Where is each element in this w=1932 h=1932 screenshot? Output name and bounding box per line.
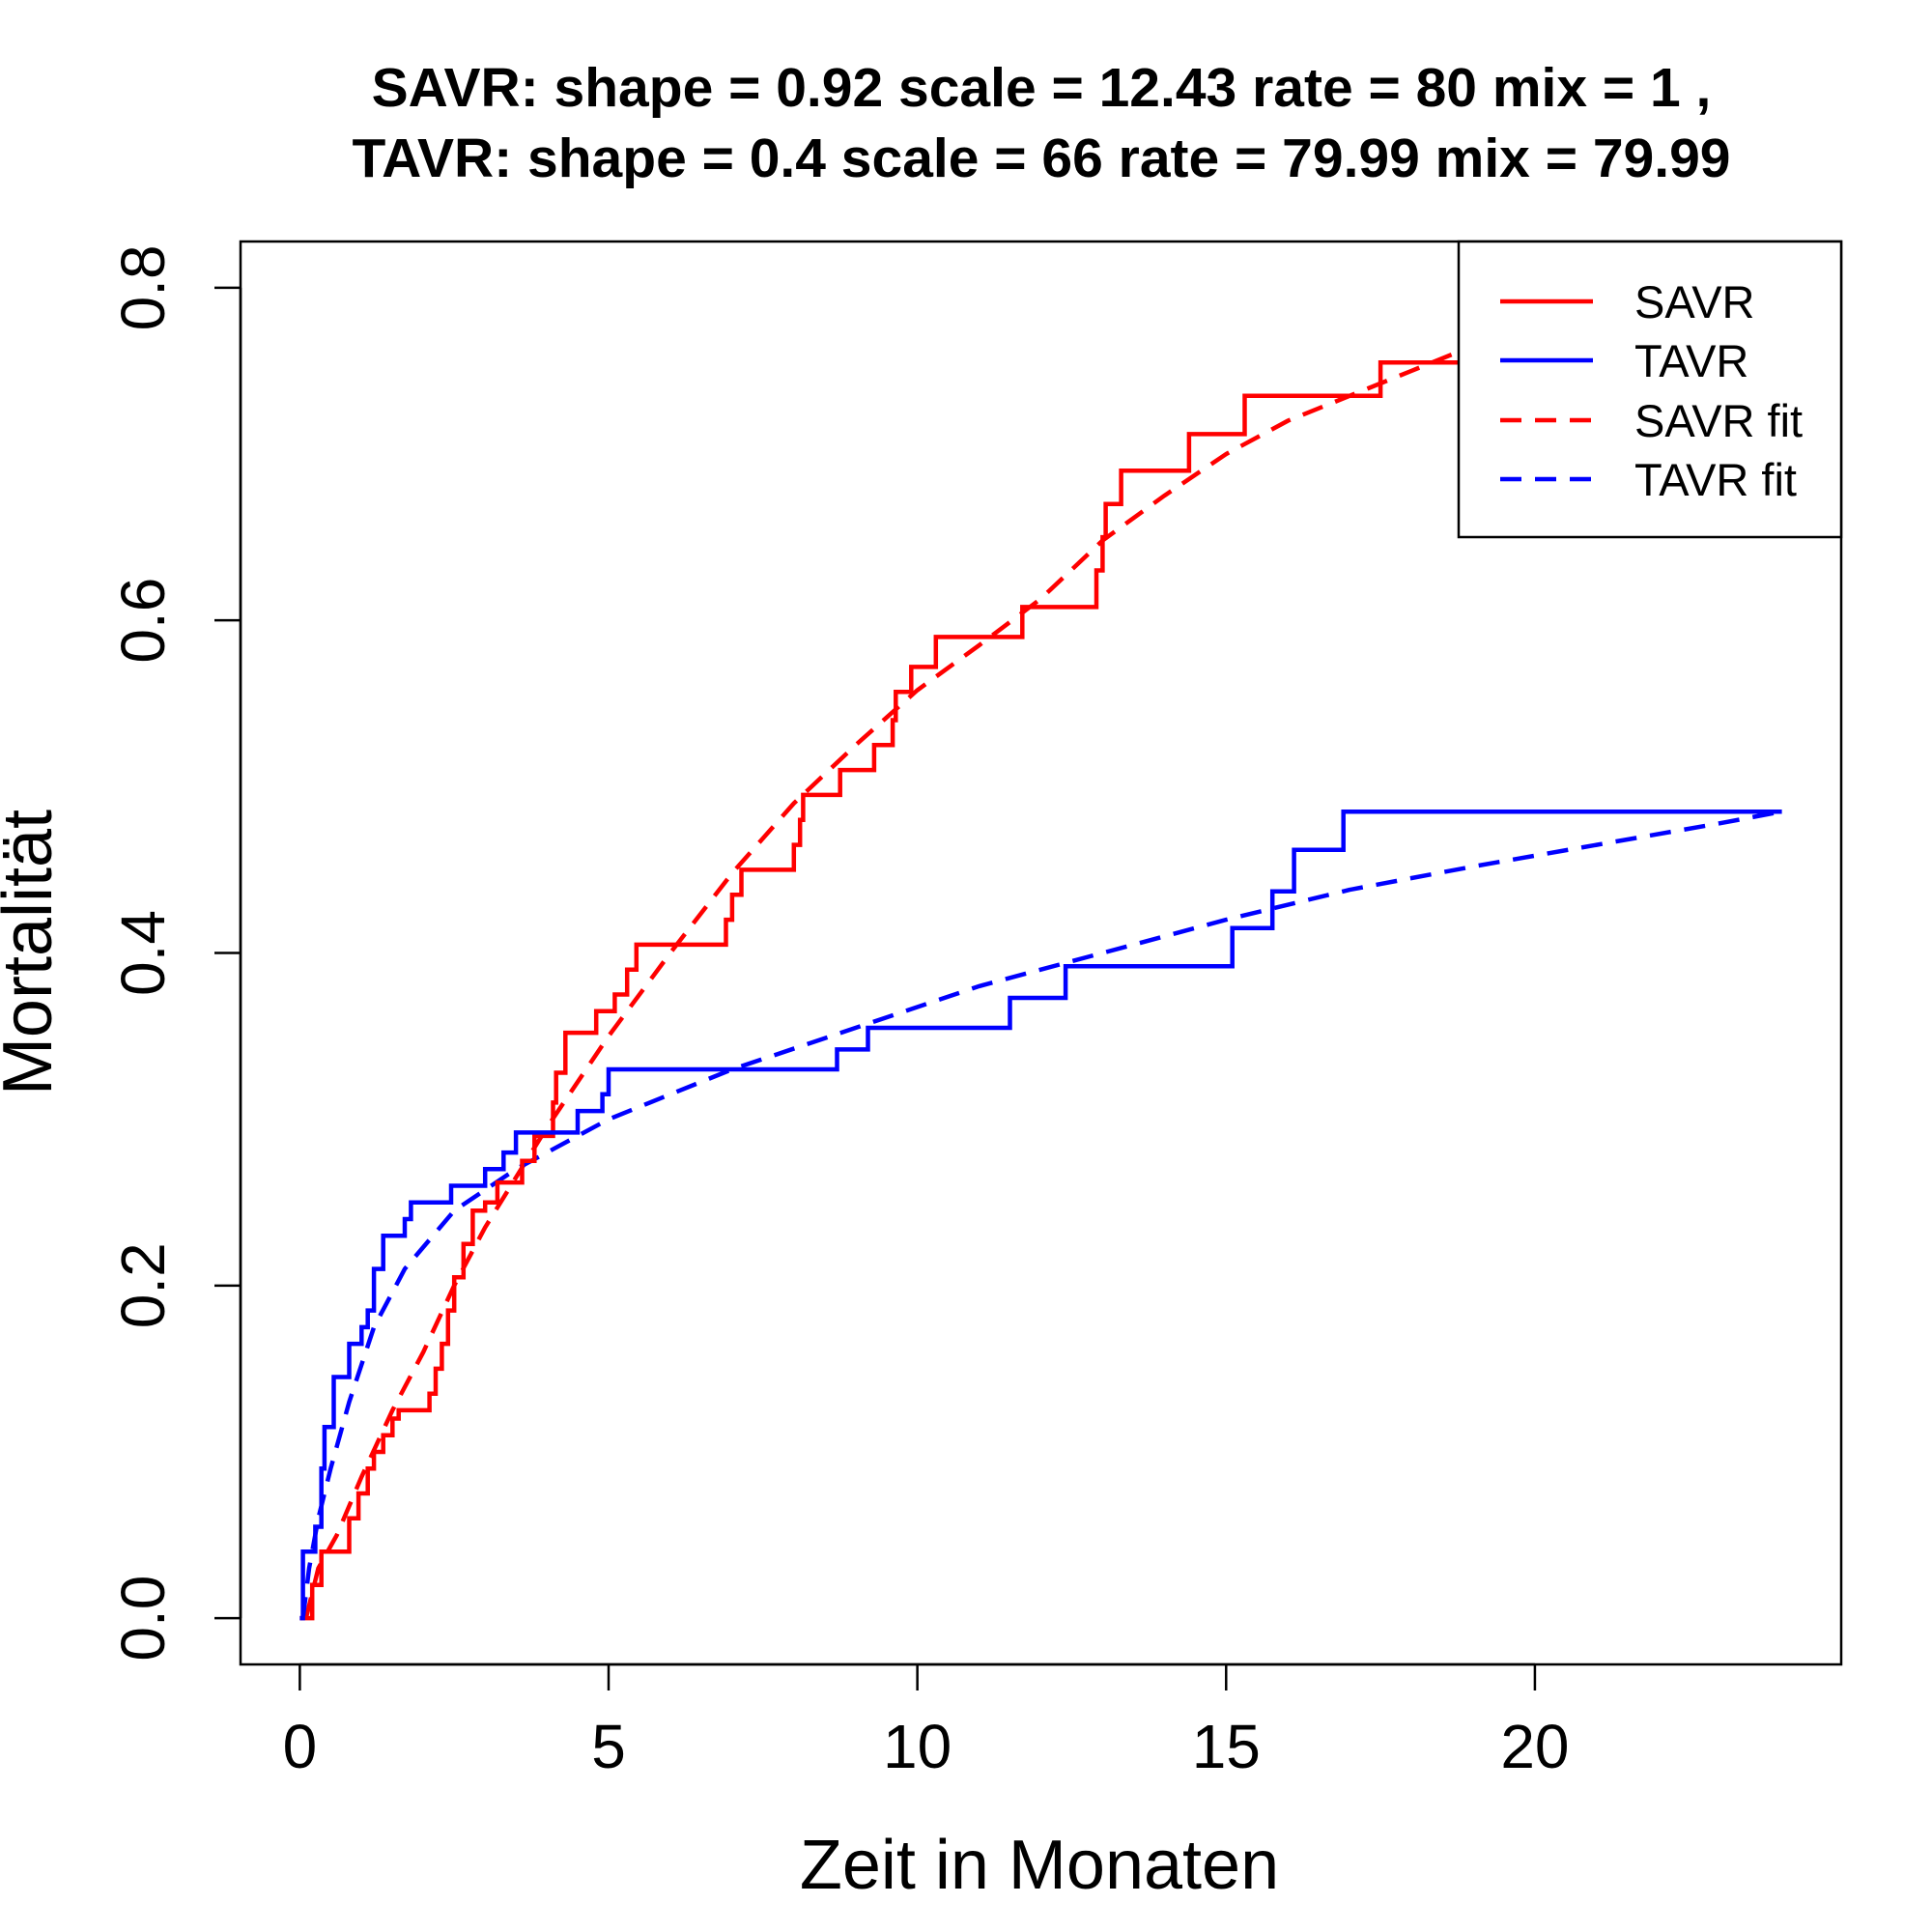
y-tick-label: 0.6 (108, 578, 178, 664)
series-line-tavr (299, 809, 1782, 1621)
x-tick-label: 10 (883, 1712, 952, 1781)
chart-title-line-1: SAVR: shape = 0.92 scale = 12.43 rate = … (372, 57, 1712, 119)
series-line-savr (299, 346, 1463, 1621)
legend-label-tavr: TAVR (1634, 335, 1748, 386)
series-layer (299, 344, 1783, 1621)
y-tick-label: 0.2 (108, 1242, 178, 1328)
legend-label-savr: SAVR (1634, 276, 1755, 327)
legend-label-savr-fit: SAVR fit (1634, 395, 1803, 446)
y-tick-label: 0.8 (108, 244, 178, 330)
y-axis-label: Mortalität (0, 810, 67, 1095)
series-line-tavr-fit (300, 809, 1783, 1619)
x-tick-label: 0 (283, 1712, 318, 1781)
legend-label-tavr-fit: TAVR fit (1634, 454, 1797, 505)
x-tick-label: 15 (1192, 1712, 1261, 1781)
x-axis-label: Zeit in Monaten (800, 1827, 1279, 1904)
series-line-savr-fit (303, 344, 1474, 1619)
x-tick-label: 20 (1500, 1712, 1569, 1781)
x-tick-label: 5 (591, 1712, 626, 1781)
chart-title-line-2: TAVR: shape = 0.4 scale = 66 rate = 79.9… (353, 128, 1731, 189)
legend-box (1457, 240, 1843, 539)
y-tick-label: 0.4 (108, 910, 178, 996)
axes-layer: 0 5 10 15 20 0.0 0.2 0.4 0.6 0.8 (108, 244, 1570, 1781)
legend: SAVR TAVR SAVR fit TAVR fit (1457, 240, 1843, 539)
y-tick-label: 0.0 (108, 1576, 178, 1662)
